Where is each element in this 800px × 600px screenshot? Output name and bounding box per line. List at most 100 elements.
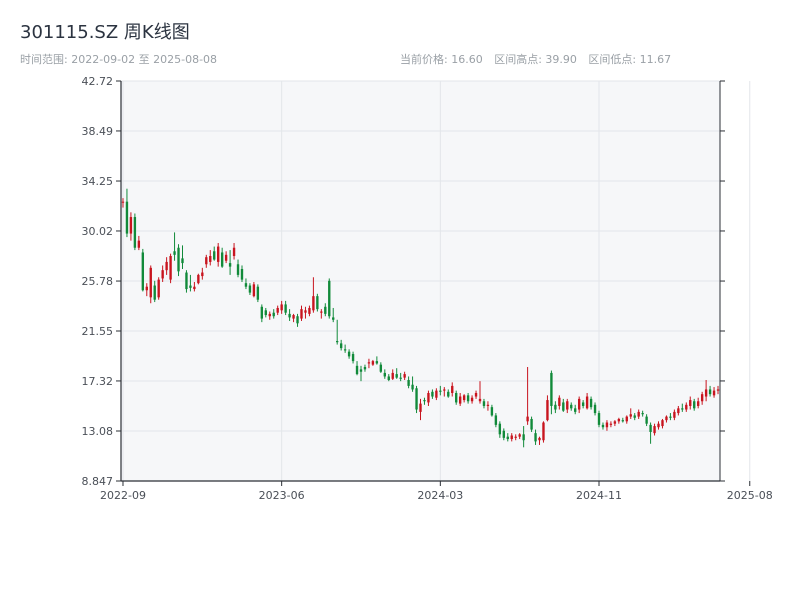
candle-body xyxy=(677,408,680,414)
candle xyxy=(605,420,609,431)
candle-body xyxy=(141,252,145,291)
candle xyxy=(593,402,597,416)
candle-body xyxy=(292,315,295,319)
candle-body xyxy=(129,217,133,234)
candle-body xyxy=(209,256,212,262)
candle-body xyxy=(669,416,672,418)
candle xyxy=(264,307,267,318)
candle-body xyxy=(399,377,402,379)
candle-body xyxy=(157,279,160,298)
candle-body xyxy=(161,270,164,279)
candle-body xyxy=(661,420,664,427)
candle xyxy=(649,422,652,444)
candle xyxy=(391,369,394,380)
candle-body xyxy=(213,251,216,260)
y-tick-label: 25.78 xyxy=(82,275,114,288)
candle xyxy=(677,405,680,416)
y-tick-label: 17.32 xyxy=(82,375,114,388)
candle-body xyxy=(193,286,196,290)
candle-body xyxy=(240,268,244,280)
candle xyxy=(213,246,216,261)
candle-body xyxy=(451,385,454,393)
candle-body xyxy=(439,390,442,392)
candle-body xyxy=(347,351,351,357)
current-price: 当前价格: 16.60 xyxy=(400,53,483,66)
candle-body xyxy=(498,423,502,435)
candle-body xyxy=(554,404,557,410)
candle xyxy=(395,368,398,379)
candle xyxy=(645,414,648,427)
candle xyxy=(145,283,148,297)
candle xyxy=(288,309,291,321)
candle-body xyxy=(252,284,256,297)
candle xyxy=(300,305,303,321)
candle-body xyxy=(593,404,597,414)
candle xyxy=(589,396,593,410)
candle xyxy=(518,433,521,440)
candle-body xyxy=(470,397,474,402)
candle xyxy=(284,300,287,316)
candle xyxy=(149,265,152,304)
candle xyxy=(121,198,125,208)
y-tick-label: 42.72 xyxy=(82,75,114,88)
candle xyxy=(673,409,676,421)
candle-body xyxy=(597,413,601,425)
candle-body xyxy=(300,309,303,319)
x-tick-label: 2023-06 xyxy=(259,489,305,502)
candle-body xyxy=(121,201,125,203)
candle xyxy=(355,361,359,376)
candle-body xyxy=(689,400,692,406)
candle xyxy=(621,417,625,423)
candle-body xyxy=(712,390,716,396)
candle xyxy=(268,311,271,320)
candle-body xyxy=(530,418,533,430)
candle xyxy=(712,387,716,398)
candle xyxy=(181,245,184,269)
candle xyxy=(347,349,351,359)
candle-body xyxy=(696,401,700,406)
candle-body xyxy=(443,389,446,391)
candle-body xyxy=(220,252,224,267)
candle xyxy=(685,402,688,412)
candle xyxy=(510,433,513,442)
candle-body xyxy=(693,401,696,409)
candle xyxy=(419,398,422,421)
candle-body xyxy=(137,240,141,248)
candle xyxy=(458,392,462,406)
candle-body xyxy=(205,257,208,265)
x-tick-label: 2024-11 xyxy=(576,489,622,502)
candle xyxy=(177,244,180,277)
candle-body xyxy=(284,304,287,313)
candle-body xyxy=(145,286,148,291)
candle xyxy=(141,248,145,292)
x-tick-label: 2022-09 xyxy=(100,489,146,502)
candle xyxy=(351,351,355,364)
candle xyxy=(328,278,331,319)
candle-body xyxy=(431,391,434,397)
candle xyxy=(558,395,561,410)
candle xyxy=(609,421,613,428)
candle-body xyxy=(546,400,549,421)
candle xyxy=(280,300,283,314)
candle xyxy=(209,250,212,266)
candle-body xyxy=(371,361,375,365)
candle xyxy=(482,398,486,409)
candle-body xyxy=(490,407,494,416)
candle xyxy=(220,247,224,268)
candle-body xyxy=(268,313,271,317)
candle-body xyxy=(423,400,426,402)
candle-body xyxy=(621,420,625,422)
candle-body xyxy=(700,394,704,402)
candle xyxy=(506,433,509,442)
candle-body xyxy=(351,354,355,362)
candle xyxy=(522,426,525,448)
candle-body xyxy=(403,374,406,378)
candle xyxy=(296,313,299,327)
candle xyxy=(324,303,327,317)
candle-body xyxy=(228,263,232,267)
candle-body xyxy=(181,258,184,264)
candle-body xyxy=(538,437,541,441)
candle-body xyxy=(657,423,660,428)
candle-body xyxy=(201,272,204,277)
candle-body xyxy=(312,296,315,311)
